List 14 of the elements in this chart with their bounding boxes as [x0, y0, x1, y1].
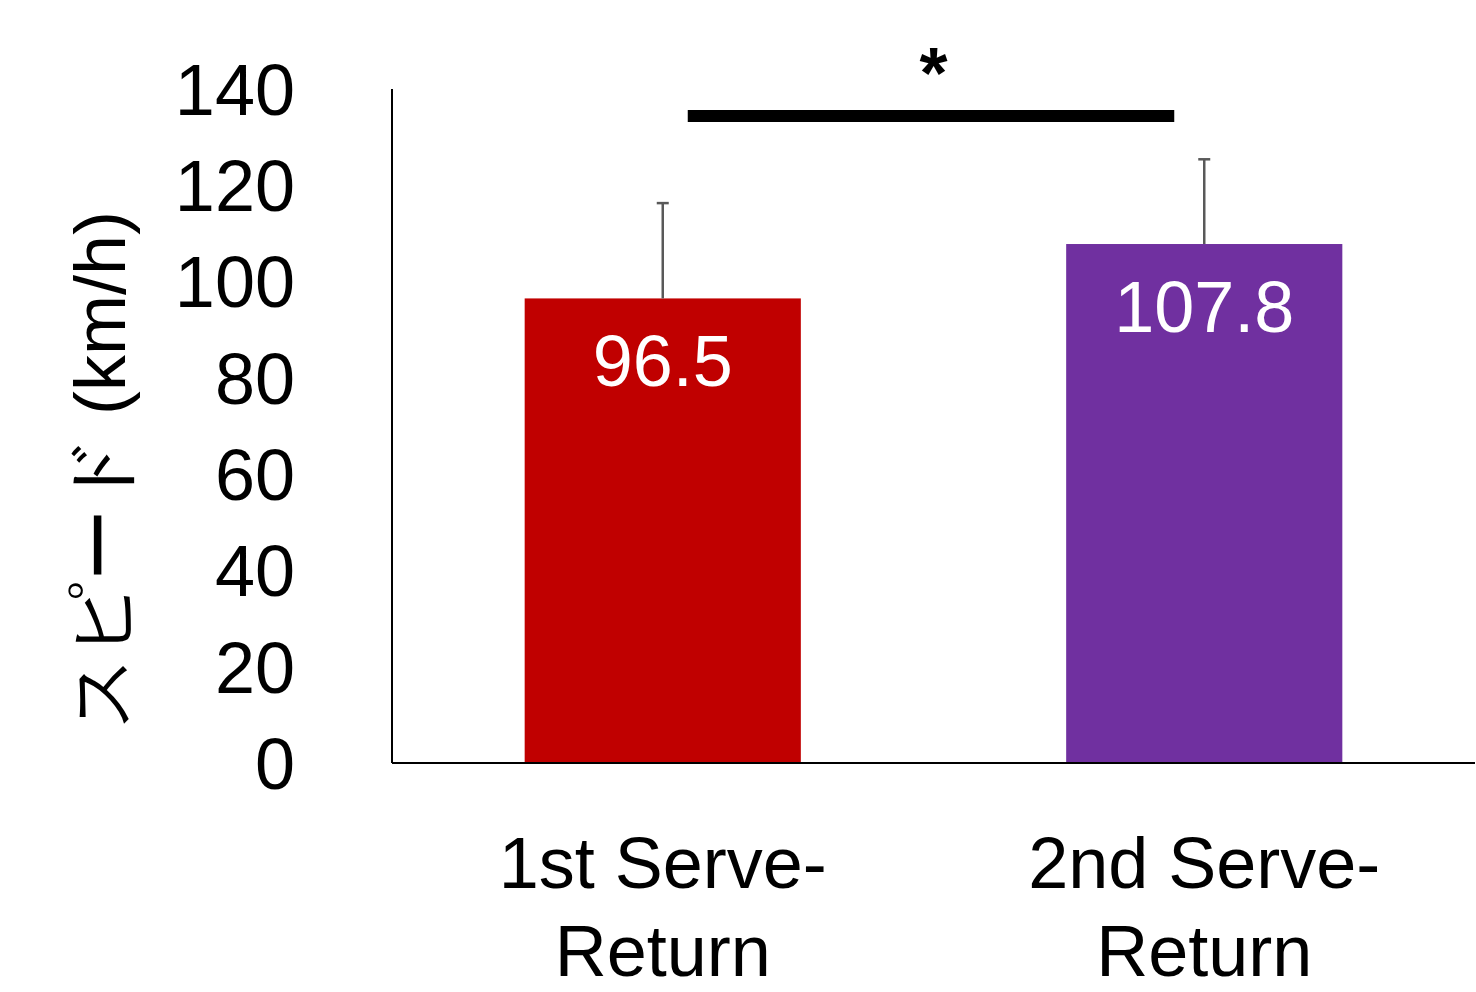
y-tick-label: 60 [214, 435, 295, 516]
y-tick-label: 0 [254, 723, 295, 804]
annotation: * [919, 33, 948, 113]
data-label: 107.8 [1114, 267, 1295, 348]
x-tick-label: 2nd Serve-Return [1028, 823, 1381, 991]
x-tick-label: 1st Serve-Return [498, 823, 827, 991]
y-tick-label: 20 [214, 627, 295, 708]
y-axis-title: スピード (km/h) [60, 211, 140, 729]
y-tick-label: 140 [174, 49, 295, 130]
y-tick-label: 120 [174, 146, 295, 227]
data-label: 96.5 [592, 321, 733, 402]
y-tick-label: 40 [214, 531, 295, 612]
y-tick-label: 80 [214, 338, 295, 419]
y-tick-label: 100 [174, 242, 295, 323]
